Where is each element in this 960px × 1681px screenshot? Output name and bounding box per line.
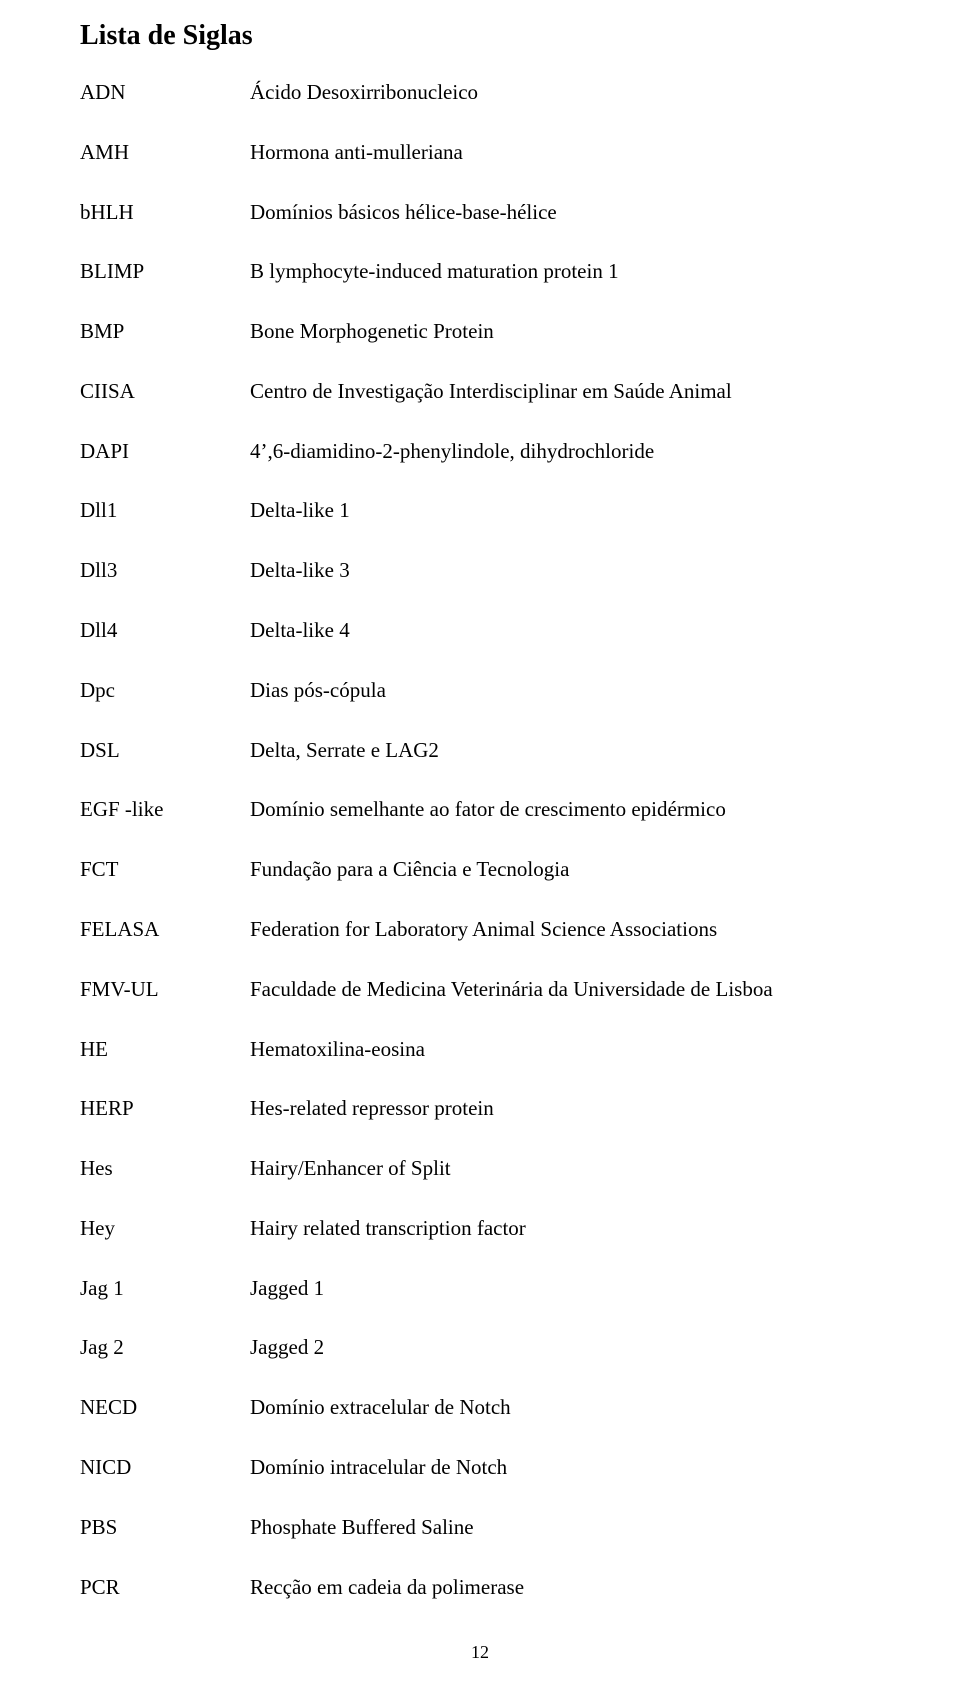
table-row: Jag 2 Jagged 2 <box>80 1335 880 1360</box>
abbr-cell: Dll3 <box>80 558 250 583</box>
table-row: PCR Recção em cadeia da polimerase <box>80 1575 880 1600</box>
table-row: CIISA Centro de Investigação Interdiscip… <box>80 379 880 404</box>
abbr-cell: Jag 1 <box>80 1276 250 1301</box>
definition-cell: Federation for Laboratory Animal Science… <box>250 917 880 942</box>
table-row: FMV-UL Faculdade de Medicina Veterinária… <box>80 977 880 1002</box>
definition-cell: Centro de Investigação Interdisciplinar … <box>250 379 880 404</box>
table-row: Hey Hairy related transcription factor <box>80 1216 880 1241</box>
table-row: BLIMP B lymphocyte-induced maturation pr… <box>80 259 880 284</box>
definition-cell: Hairy related transcription factor <box>250 1216 880 1241</box>
abbr-cell: DSL <box>80 738 250 763</box>
abbr-cell: Dll1 <box>80 498 250 523</box>
table-row: Dll1 Delta-like 1 <box>80 498 880 523</box>
table-row: ADN Ácido Desoxirribonucleico <box>80 80 880 105</box>
table-row: HE Hematoxilina-eosina <box>80 1037 880 1062</box>
definition-cell: Hormona anti-mulleriana <box>250 140 880 165</box>
abbr-cell: bHLH <box>80 200 250 225</box>
abbr-cell: Dll4 <box>80 618 250 643</box>
table-row: FELASA Federation for Laboratory Animal … <box>80 917 880 942</box>
table-row: NECD Domínio extracelular de Notch <box>80 1395 880 1420</box>
abbr-cell: CIISA <box>80 379 250 404</box>
abbreviation-list: ADN Ácido Desoxirribonucleico AMH Hormon… <box>80 80 880 1634</box>
definition-cell: Hairy/Enhancer of Split <box>250 1156 880 1181</box>
definition-cell: Hes-related repressor protein <box>250 1096 880 1121</box>
page-title: Lista de Siglas <box>80 20 880 52</box>
abbr-cell: NICD <box>80 1455 250 1480</box>
abbr-cell: HERP <box>80 1096 250 1121</box>
definition-cell: Domínio intracelular de Notch <box>250 1455 880 1480</box>
definition-cell: Hematoxilina-eosina <box>250 1037 880 1062</box>
definition-cell: Ácido Desoxirribonucleico <box>250 80 880 105</box>
definition-cell: Faculdade de Medicina Veterinária da Uni… <box>250 977 880 1002</box>
abbr-cell: EGF -like <box>80 797 250 822</box>
table-row: Hes Hairy/Enhancer of Split <box>80 1156 880 1181</box>
definition-cell: Domínios básicos hélice-base-hélice <box>250 200 880 225</box>
definition-cell: Delta-like 3 <box>250 558 880 583</box>
table-row: Jag 1 Jagged 1 <box>80 1276 880 1301</box>
abbr-cell: ADN <box>80 80 250 105</box>
definition-cell: Delta-like 1 <box>250 498 880 523</box>
table-row: BMP Bone Morphogenetic Protein <box>80 319 880 344</box>
definition-cell: Jagged 2 <box>250 1335 880 1360</box>
definition-cell: Delta, Serrate e LAG2 <box>250 738 880 763</box>
definition-cell: Bone Morphogenetic Protein <box>250 319 880 344</box>
table-row: NICD Domínio intracelular de Notch <box>80 1455 880 1480</box>
abbr-cell: PBS <box>80 1515 250 1540</box>
table-row: FCT Fundação para a Ciência e Tecnologia <box>80 857 880 882</box>
definition-cell: Recção em cadeia da polimerase <box>250 1575 880 1600</box>
definition-cell: Fundação para a Ciência e Tecnologia <box>250 857 880 882</box>
abbr-cell: Hes <box>80 1156 250 1181</box>
table-row: PBS Phosphate Buffered Saline <box>80 1515 880 1540</box>
table-row: Dpc Dias pós-cópula <box>80 678 880 703</box>
abbr-cell: FMV-UL <box>80 977 250 1002</box>
table-row: AMH Hormona anti-mulleriana <box>80 140 880 165</box>
page: Lista de Siglas ADN Ácido Desoxirribonuc… <box>0 0 960 1681</box>
abbr-cell: DAPI <box>80 439 250 464</box>
definition-cell: Domínio extracelular de Notch <box>250 1395 880 1420</box>
definition-cell: Jagged 1 <box>250 1276 880 1301</box>
definition-cell: 4’,6-diamidino-2-phenylindole, dihydroch… <box>250 439 880 464</box>
definition-cell: Dias pós-cópula <box>250 678 880 703</box>
abbr-cell: FELASA <box>80 917 250 942</box>
abbr-cell: Hey <box>80 1216 250 1241</box>
table-row: bHLH Domínios básicos hélice-base-hélice <box>80 200 880 225</box>
abbr-cell: FCT <box>80 857 250 882</box>
abbr-cell: BLIMP <box>80 259 250 284</box>
definition-cell: Delta-like 4 <box>250 618 880 643</box>
table-row: DSL Delta, Serrate e LAG2 <box>80 738 880 763</box>
abbr-cell: Jag 2 <box>80 1335 250 1360</box>
table-row: EGF -like Domínio semelhante ao fator de… <box>80 797 880 822</box>
definition-cell: Domínio semelhante ao fator de crescimen… <box>250 797 880 822</box>
definition-cell: B lymphocyte-induced maturation protein … <box>250 259 880 284</box>
abbr-cell: PCR <box>80 1575 250 1600</box>
abbr-cell: BMP <box>80 319 250 344</box>
abbr-cell: AMH <box>80 140 250 165</box>
abbr-cell: HE <box>80 1037 250 1062</box>
table-row: HERP Hes-related repressor protein <box>80 1096 880 1121</box>
definition-cell: Phosphate Buffered Saline <box>250 1515 880 1540</box>
page-number: 12 <box>0 1642 960 1663</box>
table-row: Dll4 Delta-like 4 <box>80 618 880 643</box>
abbr-cell: NECD <box>80 1395 250 1420</box>
table-row: DAPI 4’,6-diamidino-2-phenylindole, dihy… <box>80 439 880 464</box>
table-row: Dll3 Delta-like 3 <box>80 558 880 583</box>
abbr-cell: Dpc <box>80 678 250 703</box>
